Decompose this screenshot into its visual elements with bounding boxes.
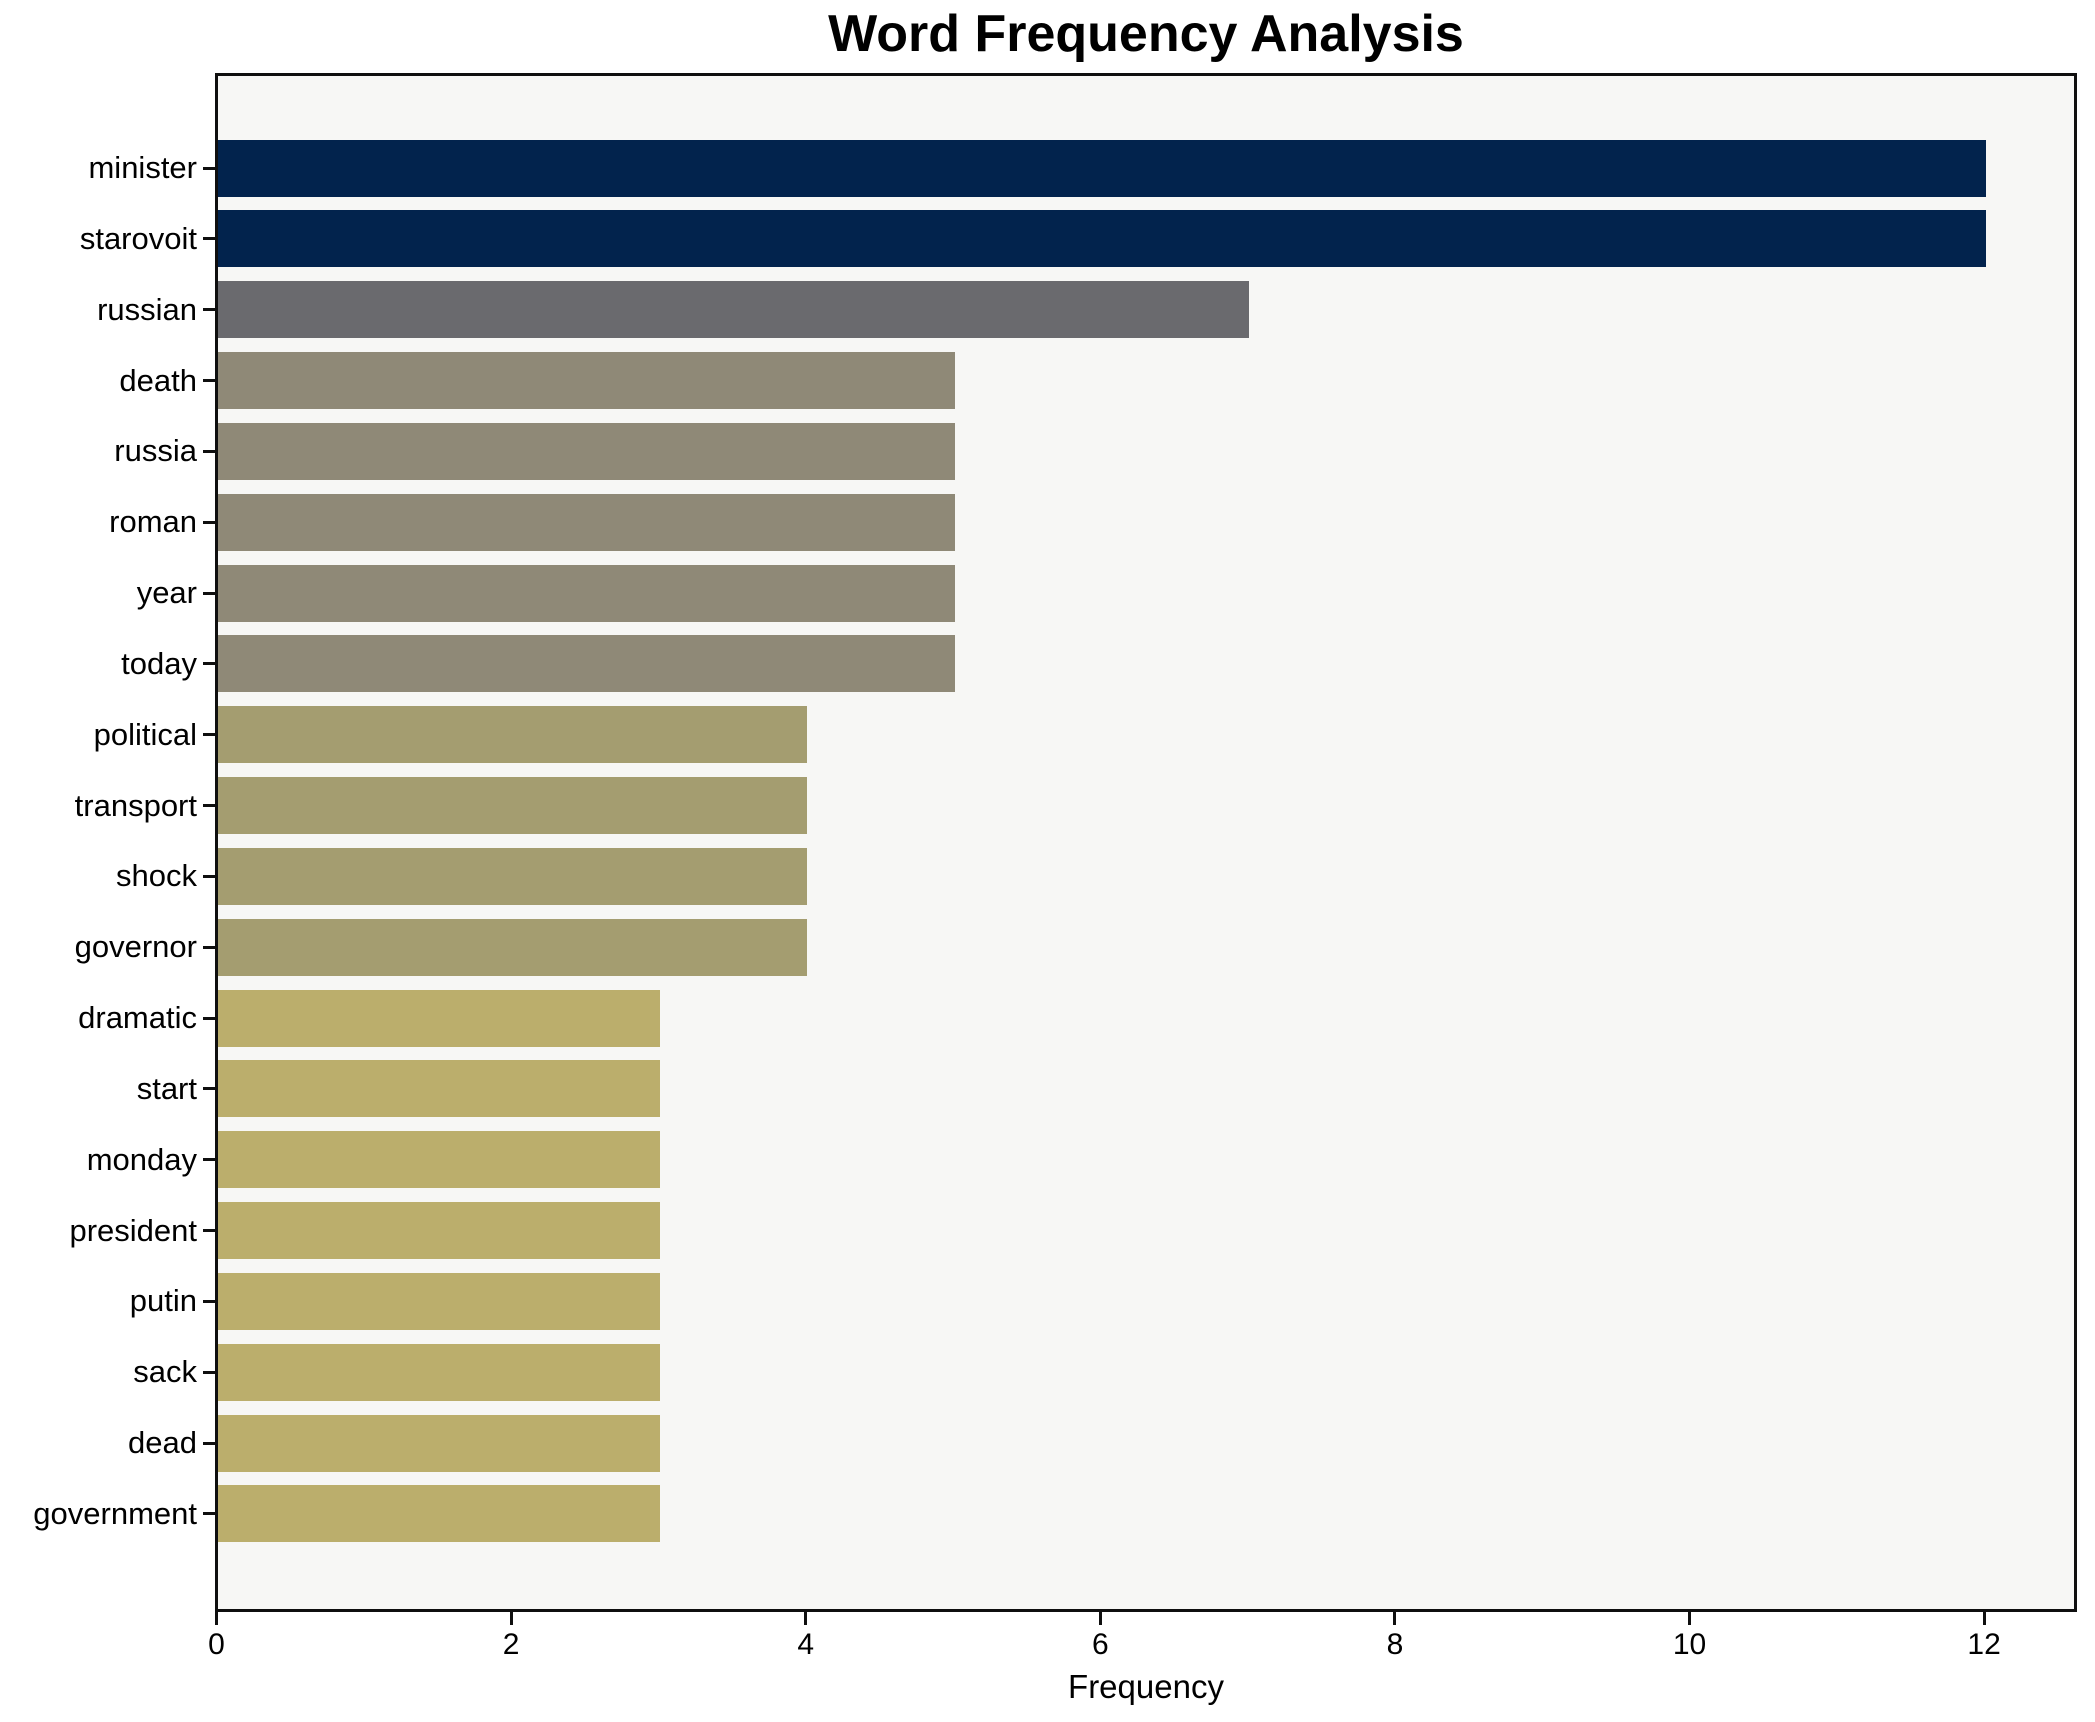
y-tick-label-minister: minister [88, 150, 197, 185]
bar-year [218, 564, 955, 622]
bar-dead [218, 1414, 660, 1472]
bar-shock [218, 847, 808, 905]
y-tick-mark [203, 1370, 215, 1374]
y-tick-label-governor: governor [74, 929, 197, 965]
bar-government [218, 1485, 660, 1543]
y-tick-label-dramatic: dramatic [78, 1000, 197, 1036]
y-tick-mark [203, 733, 215, 737]
bar-governor [218, 918, 808, 976]
bar-start [218, 1060, 660, 1118]
chart-title: Word Frequency Analysis [828, 5, 1464, 63]
y-tick-mark [203, 449, 215, 453]
y-tick-label-today: today [121, 645, 197, 681]
plot-area [215, 73, 2077, 1612]
bars-layer [218, 76, 2074, 1609]
y-tick-label-transport: transport [74, 787, 197, 823]
x-tick-mark [1982, 1612, 1986, 1625]
x-tick-label-10: 10 [1672, 1628, 1707, 1661]
x-tick-mark [1098, 1612, 1102, 1625]
x-tick-mark [509, 1612, 513, 1625]
bar-death [218, 352, 955, 410]
x-axis-title: Frequency [1068, 1668, 1224, 1705]
x-tick-label-0: 0 [208, 1628, 225, 1661]
y-tick-label-russia: russia [114, 433, 197, 469]
bar-roman [218, 493, 955, 551]
y-tick-label-dead: dead [128, 1425, 197, 1461]
y-tick-label-president: president [69, 1212, 197, 1248]
y-tick-label-roman: roman [109, 504, 197, 540]
y-tick-label-russian: russian [97, 291, 197, 327]
x-tick-label-2: 2 [502, 1628, 520, 1661]
y-tick-label-year: year [136, 575, 197, 611]
bar-minister [218, 139, 1986, 197]
y-tick-mark [203, 1158, 215, 1162]
y-tick-mark [203, 1299, 215, 1303]
y-tick-mark [203, 591, 215, 595]
bar-putin [218, 1272, 660, 1330]
y-tick-mark [203, 1441, 215, 1445]
x-tick-mark [804, 1612, 808, 1625]
bar-russia [218, 422, 955, 480]
bar-sack [218, 1343, 660, 1401]
y-tick-mark [203, 379, 215, 383]
y-tick-label-shock: shock [116, 858, 197, 894]
bar-political [218, 706, 808, 764]
y-tick-label-government: government [33, 1495, 197, 1531]
y-tick-mark [203, 166, 215, 170]
y-tick-label-start: start [136, 1070, 197, 1106]
y-tick-mark [203, 237, 215, 241]
bar-president [218, 1202, 660, 1260]
y-tick-mark [203, 804, 215, 808]
y-tick-mark [203, 1512, 215, 1516]
bar-monday [218, 1131, 660, 1189]
x-tick-label-12: 12 [1967, 1628, 2001, 1661]
y-tick-mark [203, 1016, 215, 1020]
y-tick-mark [203, 308, 215, 312]
x-tick-label-4: 4 [797, 1628, 815, 1661]
y-tick-label-starovoit: starovoit [79, 220, 197, 256]
x-tick-label-6: 6 [1091, 1628, 1109, 1661]
y-tick-label-sack: sack [133, 1354, 197, 1390]
y-tick-label-death: death [119, 362, 197, 398]
x-tick-mark [1688, 1612, 1692, 1625]
y-tick-mark [203, 1229, 215, 1233]
y-tick-mark [203, 662, 215, 666]
bar-today [218, 635, 955, 693]
x-tick-mark [215, 1612, 218, 1625]
x-tick-mark [1393, 1612, 1397, 1625]
y-tick-mark [203, 874, 215, 878]
bar-starovoit [218, 210, 1986, 268]
y-tick-mark [203, 945, 215, 949]
x-tick-label-8: 8 [1386, 1628, 1404, 1661]
bar-dramatic [218, 989, 660, 1047]
y-tick-mark [203, 1087, 215, 1091]
y-tick-mark [203, 520, 215, 524]
y-tick-label-monday: monday [86, 1141, 197, 1177]
y-tick-label-political: political [93, 716, 197, 752]
y-tick-label-putin: putin [129, 1283, 197, 1319]
bar-russian [218, 281, 1250, 339]
bar-transport [218, 777, 808, 835]
